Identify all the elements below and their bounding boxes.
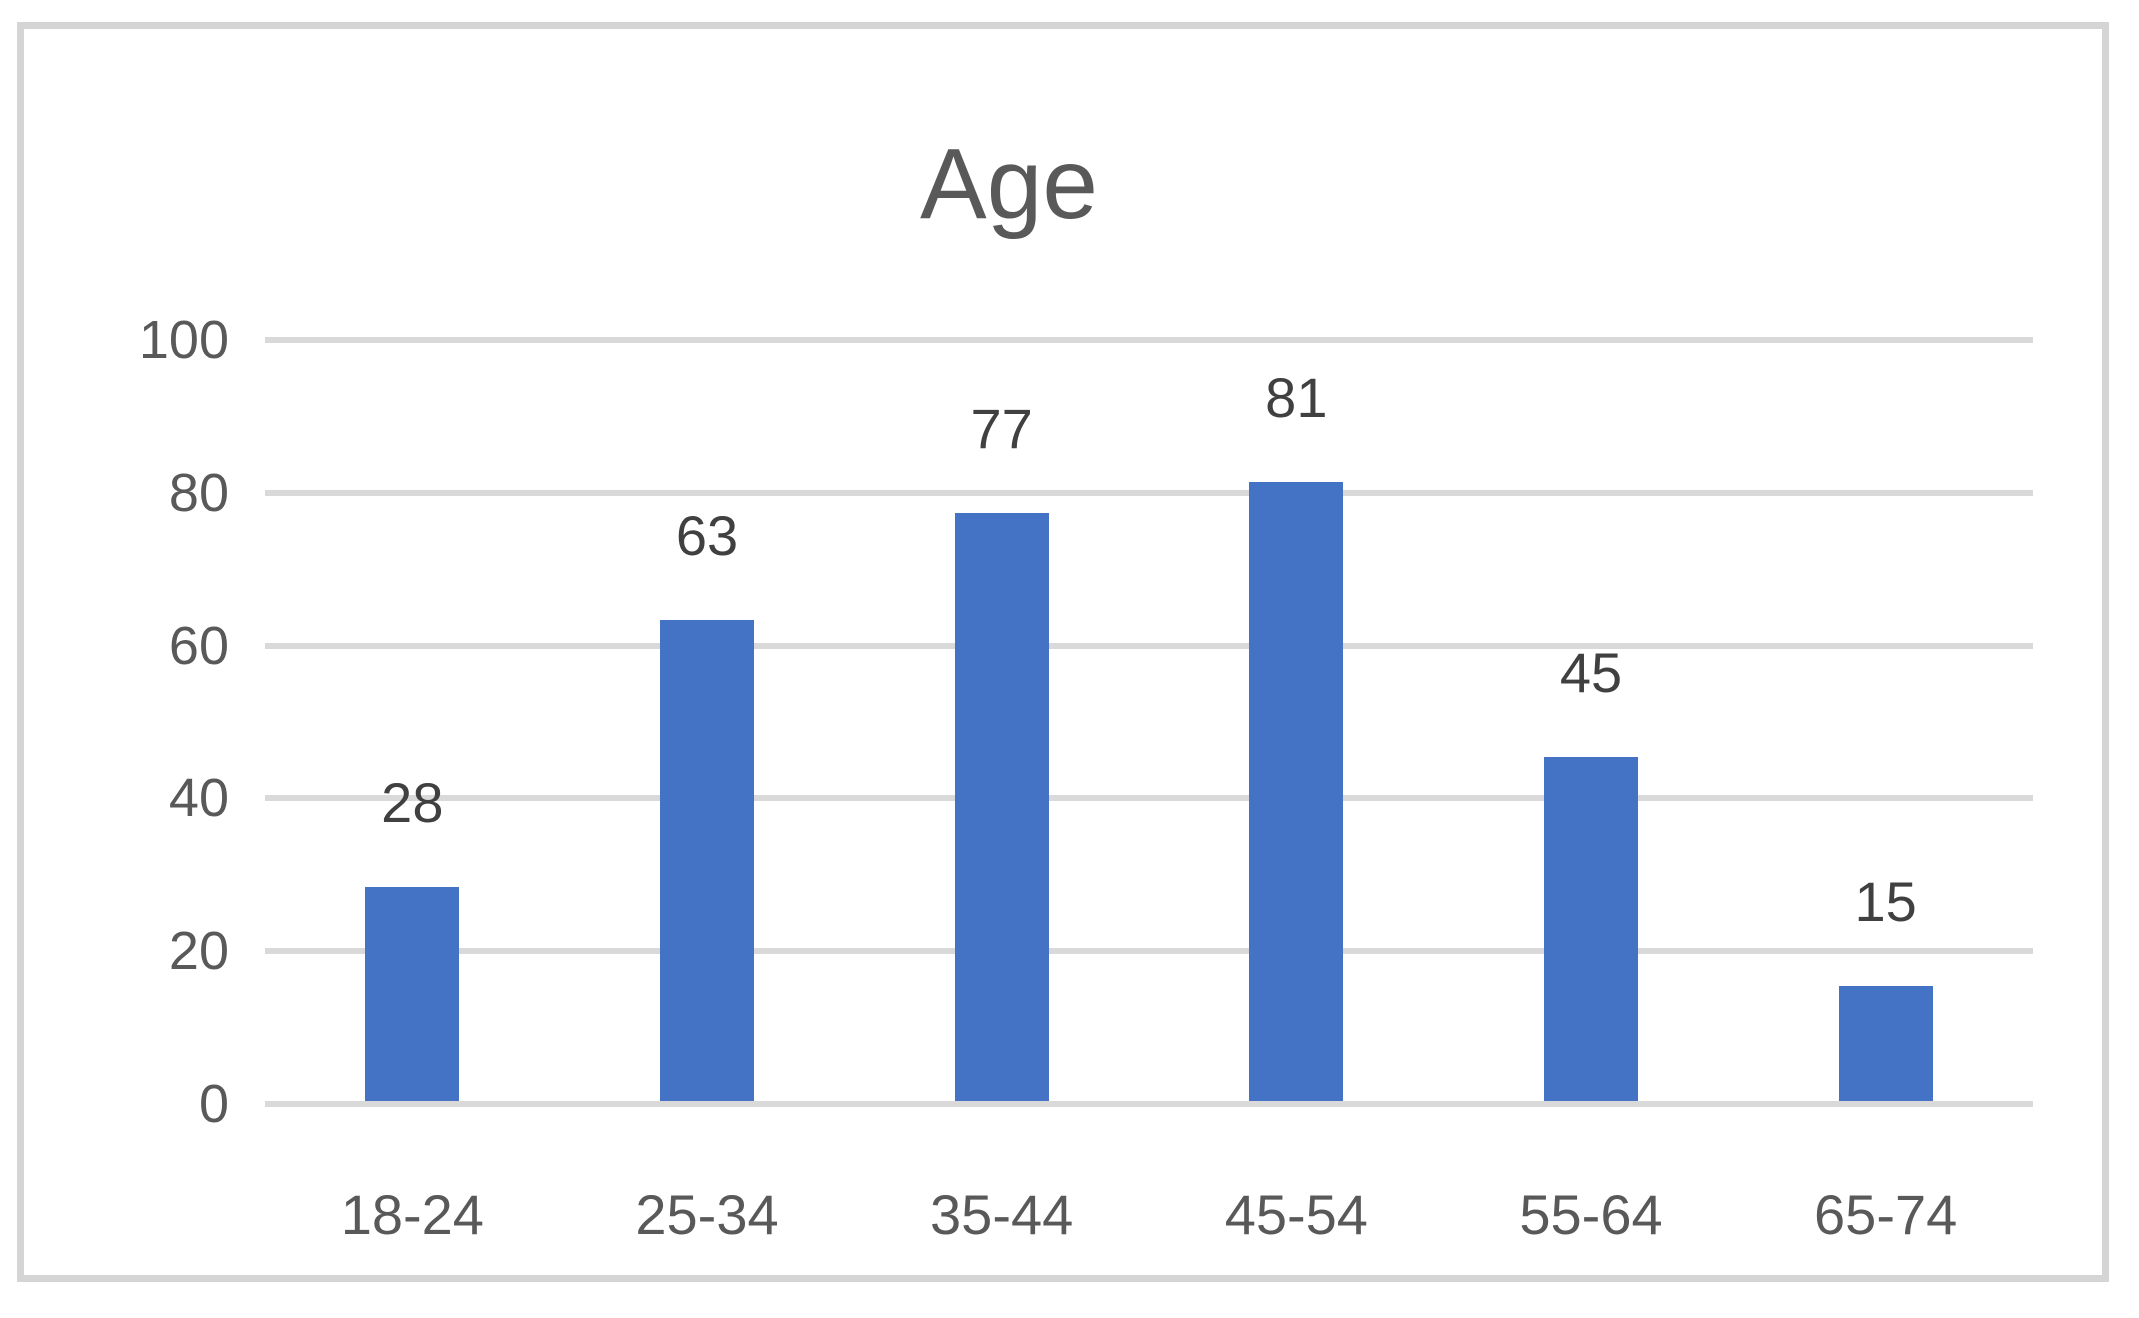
y-tick-label: 40 <box>168 768 229 829</box>
chart-frame: Age 0 20 40 60 80 100 28 18-24 63 25-34 77 35-44 81 4… <box>17 22 2109 1282</box>
bar-value-label: 63 <box>675 503 739 567</box>
gridline <box>265 337 2033 343</box>
bar <box>365 887 460 1101</box>
chart-title: Age <box>920 128 1098 240</box>
gridline <box>265 1101 2033 1107</box>
bar <box>1838 986 1933 1101</box>
x-category-label: 18-24 <box>340 1183 484 1246</box>
bar <box>1249 482 1344 1101</box>
y-tick-label: 60 <box>168 615 229 676</box>
bar-value-label: 28 <box>381 771 444 835</box>
bar-value-label: 45 <box>1559 641 1623 705</box>
gridline <box>265 948 2033 955</box>
y-tick-label: 80 <box>168 462 229 523</box>
bar <box>954 512 1049 1101</box>
bar-value-label: 77 <box>970 396 1033 460</box>
y-tick-label: 0 <box>198 1074 229 1134</box>
gridline <box>265 489 2033 496</box>
x-category-label: 55-64 <box>1519 1183 1663 1246</box>
bar-value-label: 15 <box>1854 870 1917 934</box>
bar-value-label: 81 <box>1265 366 1328 430</box>
y-tick-label: 20 <box>168 921 229 982</box>
y-tick-label: 100 <box>138 310 229 370</box>
bar <box>660 619 754 1101</box>
bar <box>1544 757 1638 1101</box>
x-category-label: 65-74 <box>1814 1183 1958 1246</box>
gridline <box>265 642 2033 649</box>
x-category-label: 35-44 <box>930 1183 1074 1246</box>
gridline <box>265 795 2033 802</box>
x-category-label: 45-54 <box>1224 1183 1368 1246</box>
x-category-label: 25-34 <box>635 1183 779 1246</box>
